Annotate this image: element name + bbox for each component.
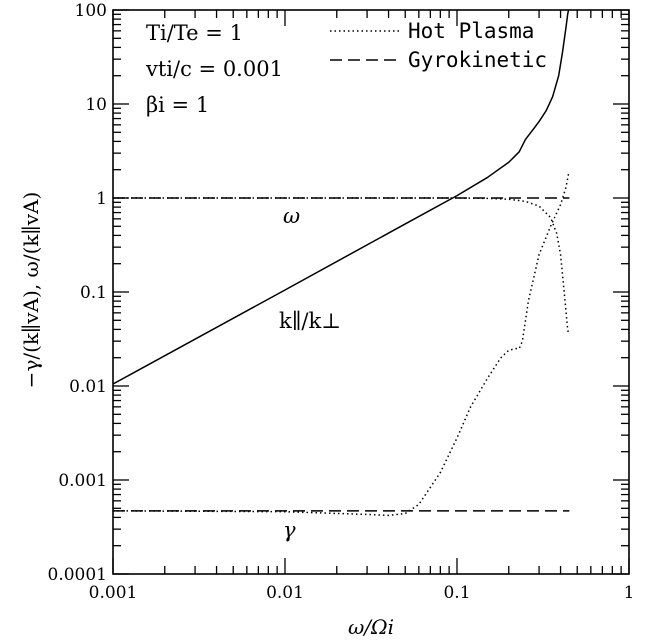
y-tick-label: 0.1 — [80, 283, 107, 303]
legend: Hot Plasma Gyrokinetic — [330, 19, 547, 72]
y-tick-label: 0.01 — [69, 377, 107, 397]
kpar-kperp-annotation: k∥/k⊥ — [279, 309, 341, 333]
legend-hot-plasma-label: Hot Plasma — [408, 19, 534, 43]
hot-plasma--line — [112, 173, 570, 517]
x-tick-label: 0.001 — [89, 583, 138, 603]
gamma-annotation: γ — [283, 518, 296, 542]
y-axis-label: −γ/(k∥vA), ω/(k∥vA) — [19, 192, 43, 389]
x-tick-label: 1 — [624, 583, 635, 603]
y-tick-label: 10 — [85, 95, 107, 115]
y-tick-label: 0.0001 — [48, 565, 107, 585]
x-axis-label: ω/Ωi — [348, 615, 394, 639]
legend-gyrokinetic-label: Gyrokinetic — [408, 48, 547, 72]
param-vti-c: vti/c = 0.001 — [145, 57, 283, 81]
y-tick-label: 1 — [96, 189, 107, 209]
param-beta-i: βi = 1 — [146, 93, 209, 117]
omega-annotation: ω — [283, 204, 300, 228]
hot-plasma--line — [113, 197, 570, 334]
param-ti-te: Ti/Te = 1 — [146, 21, 243, 45]
x-tick-label: 0.01 — [266, 583, 304, 603]
y-tick-label: 100 — [75, 1, 107, 21]
x-tick-label: 0.1 — [443, 583, 470, 603]
y-tick-label: 0.001 — [58, 471, 107, 491]
series-0-line — [112, 9, 570, 385]
